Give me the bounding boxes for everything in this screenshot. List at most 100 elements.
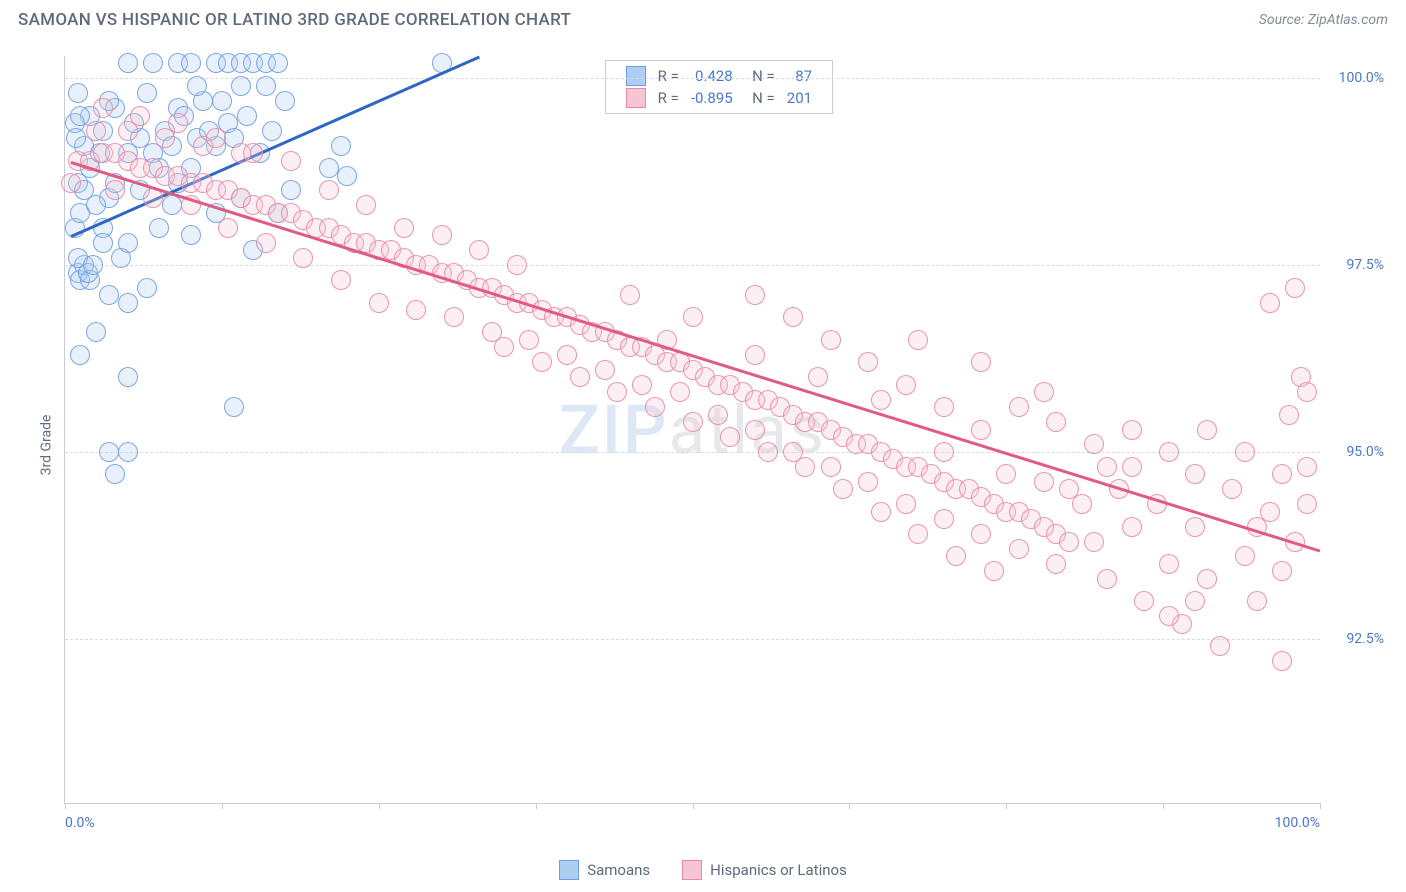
data-point bbox=[187, 76, 207, 96]
y-tick-label: 95.0% bbox=[1326, 444, 1384, 460]
data-point bbox=[237, 106, 257, 126]
data-point bbox=[1059, 479, 1079, 499]
data-point bbox=[595, 360, 615, 380]
data-point bbox=[1159, 606, 1179, 626]
y-tick-label: 92.5% bbox=[1326, 631, 1384, 647]
y-tick-label: 100.0% bbox=[1326, 70, 1384, 86]
data-point bbox=[494, 337, 514, 357]
legend-n-value: 201 bbox=[781, 87, 818, 109]
x-tick bbox=[536, 803, 537, 809]
data-point bbox=[858, 352, 878, 372]
data-point bbox=[70, 106, 90, 126]
data-point bbox=[1247, 591, 1267, 611]
data-point bbox=[896, 494, 916, 514]
data-point bbox=[1084, 532, 1104, 552]
data-point bbox=[708, 405, 728, 425]
data-point bbox=[1272, 651, 1292, 671]
data-point bbox=[243, 143, 263, 163]
legend-n-label: N = bbox=[739, 87, 781, 109]
data-point bbox=[1297, 457, 1317, 477]
data-point bbox=[670, 382, 690, 402]
plot-region: ZIPatlas R =0.428 N =87R =-0.895 N =201 … bbox=[64, 56, 1320, 804]
data-point bbox=[507, 255, 527, 275]
data-point bbox=[1034, 472, 1054, 492]
data-point bbox=[130, 106, 150, 126]
data-point bbox=[137, 83, 157, 103]
data-point bbox=[1009, 539, 1029, 559]
data-point bbox=[1285, 278, 1305, 298]
data-point bbox=[1210, 636, 1230, 656]
data-point bbox=[1297, 494, 1317, 514]
data-point bbox=[1272, 561, 1292, 581]
data-point bbox=[1059, 532, 1079, 552]
data-point bbox=[1159, 554, 1179, 574]
data-point bbox=[908, 330, 928, 350]
data-point bbox=[149, 218, 169, 238]
data-point bbox=[331, 136, 351, 156]
data-point bbox=[331, 270, 351, 290]
y-axis-label: 3rd Grade bbox=[38, 415, 54, 476]
trend-line bbox=[71, 161, 1320, 552]
grid-line bbox=[65, 452, 1320, 453]
data-point bbox=[984, 561, 1004, 581]
x-tick bbox=[1320, 803, 1321, 809]
data-point bbox=[181, 53, 201, 73]
data-point bbox=[532, 352, 552, 372]
data-point bbox=[1046, 412, 1066, 432]
data-point bbox=[281, 180, 301, 200]
data-point bbox=[1009, 397, 1029, 417]
data-point bbox=[683, 412, 703, 432]
x-tick-label: 100.0% bbox=[1275, 815, 1320, 831]
data-point bbox=[745, 285, 765, 305]
data-point bbox=[871, 502, 891, 522]
x-tick bbox=[1163, 803, 1164, 809]
data-point bbox=[218, 218, 238, 238]
data-point bbox=[934, 442, 954, 462]
data-point bbox=[105, 180, 125, 200]
x-tick bbox=[222, 803, 223, 809]
data-point bbox=[946, 546, 966, 566]
data-point bbox=[1046, 554, 1066, 574]
data-point bbox=[68, 83, 88, 103]
data-point bbox=[143, 53, 163, 73]
data-point bbox=[620, 285, 640, 305]
data-point bbox=[833, 479, 853, 499]
data-point bbox=[118, 367, 138, 387]
legend-r-value: -0.895 bbox=[685, 87, 739, 109]
data-point bbox=[162, 195, 182, 215]
data-point bbox=[268, 53, 288, 73]
data-point bbox=[66, 128, 86, 148]
data-point bbox=[224, 397, 244, 417]
data-point bbox=[896, 375, 916, 395]
chart-title: SAMOAN VS HISPANIC OR LATINO 3RD GRADE C… bbox=[18, 10, 571, 30]
data-point bbox=[683, 307, 703, 327]
data-point bbox=[1097, 569, 1117, 589]
data-point bbox=[821, 330, 841, 350]
data-point bbox=[1185, 517, 1205, 537]
legend-label: Samoans bbox=[587, 861, 650, 879]
data-point bbox=[745, 420, 765, 440]
data-point bbox=[105, 464, 125, 484]
data-point bbox=[758, 442, 778, 462]
legend-r-label: R = bbox=[652, 87, 685, 109]
data-point bbox=[1272, 464, 1292, 484]
data-point bbox=[720, 427, 740, 447]
data-point bbox=[181, 225, 201, 245]
data-point bbox=[557, 345, 577, 365]
data-point bbox=[1297, 382, 1317, 402]
legend-swatch bbox=[559, 860, 579, 880]
data-point bbox=[783, 307, 803, 327]
data-point bbox=[1084, 434, 1104, 454]
data-point bbox=[406, 300, 426, 320]
data-point bbox=[607, 382, 627, 402]
data-point bbox=[293, 248, 313, 268]
data-point bbox=[86, 322, 106, 342]
data-point bbox=[1122, 517, 1142, 537]
data-point bbox=[1134, 591, 1154, 611]
data-point bbox=[111, 248, 131, 268]
data-point bbox=[83, 255, 103, 275]
data-point bbox=[262, 121, 282, 141]
y-tick-label: 97.5% bbox=[1326, 257, 1384, 273]
grid-line bbox=[65, 78, 1320, 79]
legend-label: Hispanics or Latinos bbox=[710, 861, 847, 879]
